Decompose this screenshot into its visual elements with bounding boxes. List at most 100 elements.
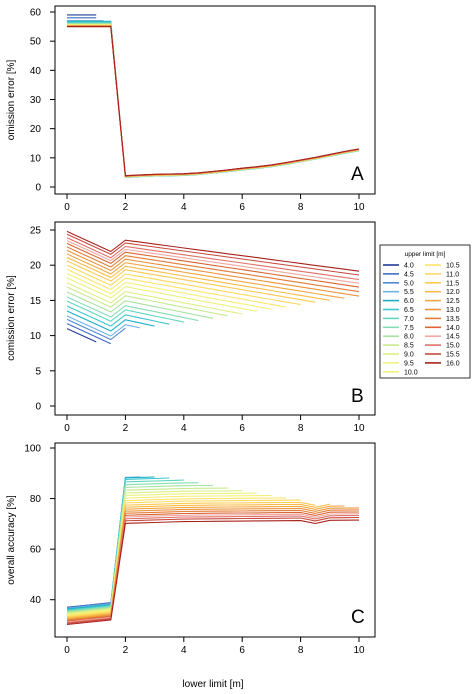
series-line-c-10.0 [66, 494, 272, 616]
y-tick-label-B-5: 25 [30, 226, 42, 237]
panel-letter-a: A [351, 164, 364, 185]
series-line-c-5.0 [66, 478, 126, 609]
x-tick-label-B-0: 0 [64, 423, 70, 434]
panel-letter-c: C [351, 607, 365, 628]
legend-items: 4.04.5 5.0 5.5 6.0 6.5 7.0 7.5 8.0 8.5 9.09.5 10.0… [383, 263, 460, 376]
legend-label-9.0: 9.0 [404, 352, 414, 359]
series-line-b-6.0 [66, 310, 155, 332]
series-line-a-10.5 [67, 24, 360, 178]
y-tick-label-C-0: 40 [30, 595, 42, 606]
series-line-b-15.5 [66, 233, 360, 276]
series-line-a-14.5 [67, 26, 360, 177]
series-line-a-13.0 [67, 25, 360, 177]
series-line-b-4.5 [66, 323, 112, 345]
series-line-c-5.5 [66, 476, 141, 609]
legend-label-10.5: 10.5 [446, 263, 460, 270]
series-line-b-16.0 [66, 230, 360, 272]
x-tick-label-A-0: 0 [64, 202, 70, 213]
series-line-b-13.0 [66, 249, 360, 297]
panel-a-frame [54, 5, 376, 195]
panel-b-ylabel: comission error [%] [6, 275, 17, 361]
series-line-c-11.5 [66, 501, 316, 618]
series-line-c-7.5 [66, 482, 199, 612]
y-tick-label-C-3: 100 [24, 444, 41, 455]
legend: upper limit [m] 4.04.5 5.0 5.5 6.0 6.5 7.0 7.5… [379, 244, 471, 379]
series-line-a-14.0 [67, 25, 360, 177]
legend-label-13.0: 13.0 [446, 307, 460, 314]
x-tick-label-B-4: 8 [298, 423, 304, 434]
y-tick-label-B-2: 10 [30, 331, 42, 342]
legend-label-7.0: 7.0 [404, 316, 414, 323]
legend-label-5.0: 5.0 [404, 280, 414, 287]
series-line-a-7.5 [67, 23, 360, 178]
legend-label-5.5: 5.5 [404, 289, 414, 296]
y-tick-label-A-1: 10 [30, 153, 42, 164]
series-line-a-15.5 [67, 26, 360, 177]
series-line-c-7.0 [66, 479, 184, 612]
series-line-b-8.0 [66, 291, 214, 319]
x-tick-label-C-5: 10 [353, 645, 365, 656]
series-line-b-11.0 [66, 264, 301, 306]
legend-label-4.5: 4.5 [404, 271, 414, 278]
series-line-b-7.0 [66, 300, 184, 323]
legend-label-14.0: 14.0 [446, 325, 460, 332]
legend-label-15.5: 15.5 [446, 352, 460, 359]
series-line-a-6.5 [67, 21, 360, 178]
legend-label-13.5: 13.5 [446, 316, 460, 323]
legend-label-15.0: 15.0 [446, 343, 460, 350]
series-line-c-12.5 [66, 505, 345, 620]
legend-label-12.0: 12.0 [446, 289, 460, 296]
series-line-c-10.5 [66, 497, 287, 617]
panel-a: 0 2 4 6 8 10 0 10 20 30 40 50 60 [30, 8, 365, 214]
y-tick-label-B-0: 0 [35, 402, 41, 413]
series-line-b-8.5 [66, 286, 228, 317]
series-line-b-4.0 [66, 328, 97, 343]
y-tick-label-A-5: 50 [30, 37, 42, 48]
x-tick-label-C-4: 8 [298, 645, 304, 656]
series-line-b-14.5 [66, 240, 360, 284]
legend-label-6.0: 6.0 [404, 298, 414, 305]
series-line-b-13.5 [66, 246, 360, 293]
legend-label-8.5: 8.5 [404, 343, 414, 350]
x-tick-label-C-3: 6 [239, 645, 245, 656]
legend-label-11.5: 11.5 [446, 280, 459, 287]
series-line-a-16.0 [67, 26, 360, 177]
x-tick-label-A-2: 4 [181, 202, 187, 213]
series-line-a-12.5 [67, 25, 360, 177]
series-line-b-9.5 [66, 277, 257, 312]
series-line-b-5.0 [66, 318, 126, 341]
series-line-c-8.5 [66, 487, 228, 614]
x-tick-label-B-5: 10 [353, 423, 365, 434]
series-line-a-8.5 [67, 23, 360, 178]
series-line-a-10.0 [67, 24, 360, 178]
series-line-b-12.0 [66, 256, 330, 301]
legend-box [379, 244, 471, 379]
series-line-a-9.0 [67, 23, 360, 178]
series-line-a-6.0 [67, 20, 360, 179]
series-line-b-12.5 [66, 253, 345, 299]
series-line-b-11.5 [66, 260, 316, 303]
y-tick-label-C-1: 60 [30, 545, 42, 556]
series-line-a-8.0 [67, 23, 360, 178]
y-tick-label-B-4: 20 [30, 261, 42, 272]
series-line-b-9.0 [66, 282, 243, 315]
series-line-c-6.0 [66, 476, 155, 610]
x-tick-label-A-1: 2 [123, 202, 129, 213]
series-line-a-11.0 [67, 24, 360, 178]
panel-letter-b: B [351, 386, 364, 407]
legend-label-7.5: 7.5 [404, 325, 414, 332]
panel-c-ylabel: overall accuracy [%] [6, 495, 17, 585]
series-line-a-13.5 [67, 25, 360, 177]
series-line-c-9.5 [66, 492, 257, 615]
y-tick-label-B-1: 5 [35, 366, 41, 377]
y-tick-label-B-3: 15 [30, 296, 42, 307]
y-tick-label-C-2: 80 [30, 494, 42, 505]
series-line-b-14.0 [66, 242, 360, 288]
legend-label-11.0: 11.0 [446, 271, 459, 278]
series-line-c-9.0 [66, 490, 243, 615]
legend-label-4.0: 4.0 [404, 263, 414, 270]
x-tick-label-C-0: 0 [64, 645, 70, 656]
x-tick-label-A-4: 8 [298, 202, 304, 213]
legend-label-12.5: 12.5 [446, 298, 460, 305]
